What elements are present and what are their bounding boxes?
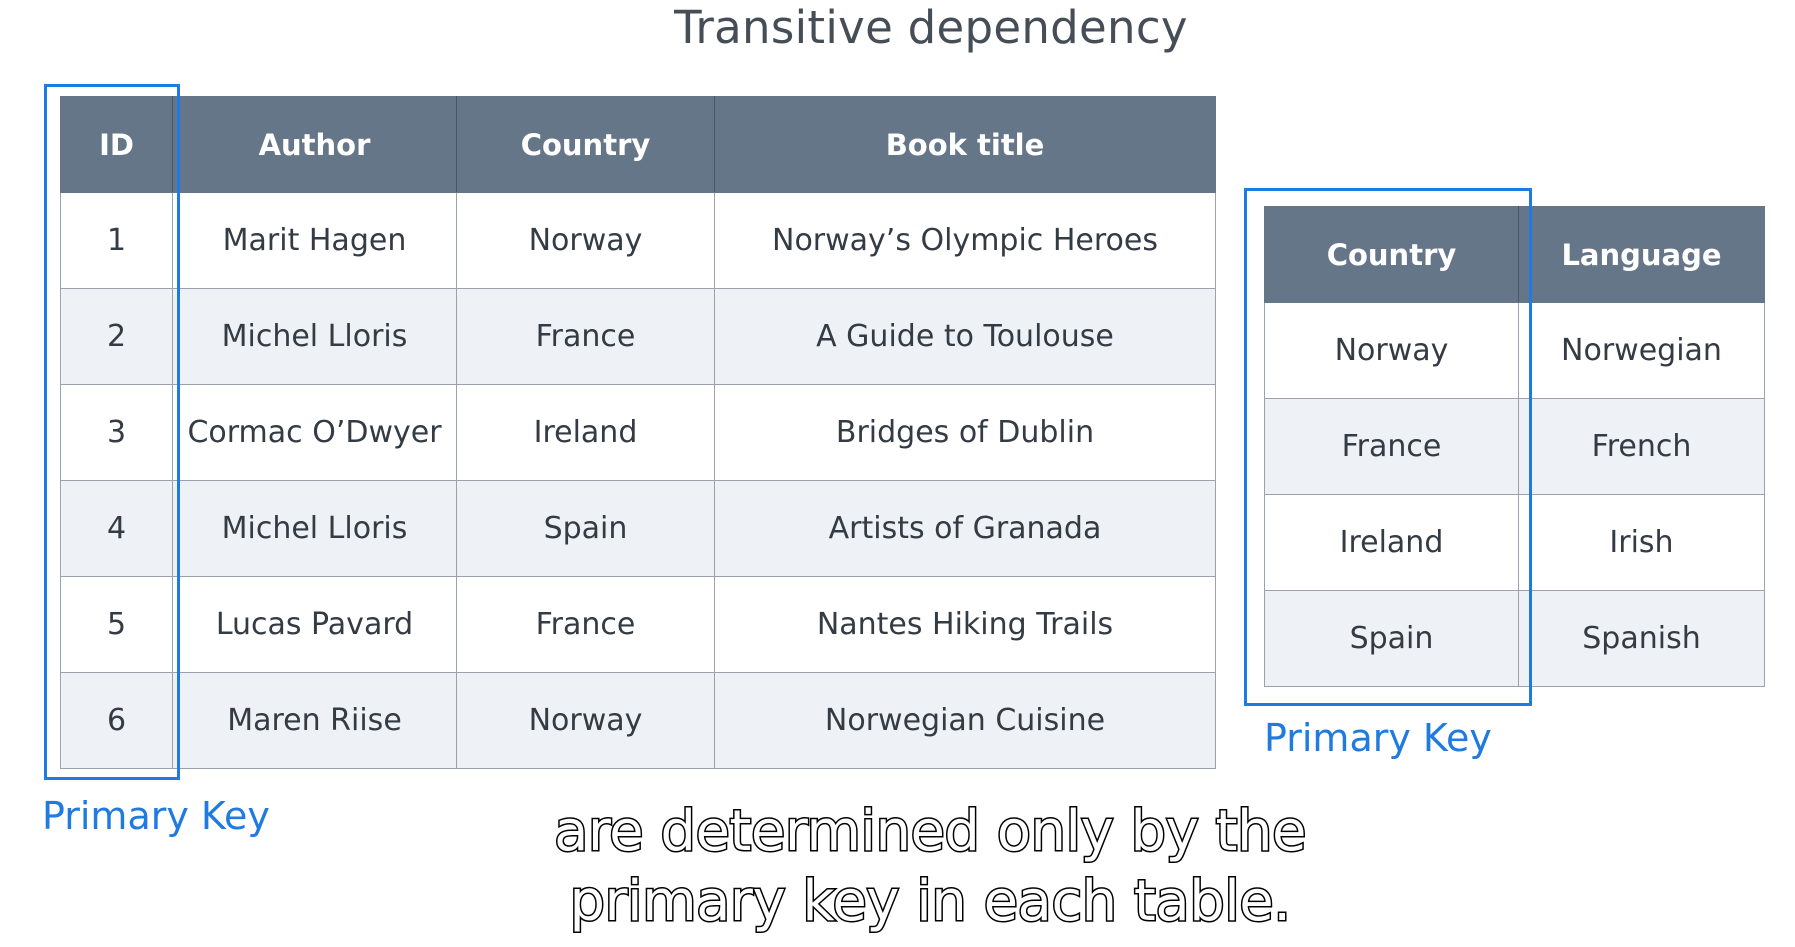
cell-book-title: Norway’s Olympic Heroes: [714, 192, 1216, 289]
table-row: 5 Lucas Pavard France Nantes Hiking Trai…: [60, 576, 1216, 673]
primary-key-label-books: Primary Key: [42, 794, 270, 838]
language-table: Country Language Norway Norwegian France…: [1264, 206, 1765, 687]
cell-country: Spain: [456, 480, 715, 577]
cell-author: Michel Lloris: [172, 288, 457, 385]
cell-language: French: [1518, 398, 1765, 495]
cell-id: 6: [60, 672, 173, 769]
table-row: Ireland Irish: [1264, 494, 1765, 591]
table-row: Spain Spanish: [1264, 590, 1765, 687]
cell-book-title: Nantes Hiking Trails: [714, 576, 1216, 673]
cell-author: Maren Riise: [172, 672, 457, 769]
cell-country: France: [1264, 398, 1519, 495]
column-header-country: Country: [1264, 206, 1519, 303]
cell-id: 3: [60, 384, 173, 481]
cell-language: Irish: [1518, 494, 1765, 591]
books-table: ID Author Country Book title 1 Marit Hag…: [60, 96, 1216, 769]
table-row: France French: [1264, 398, 1765, 495]
cell-country: Ireland: [456, 384, 715, 481]
cell-country: Norway: [456, 672, 715, 769]
cell-book-title: Bridges of Dublin: [714, 384, 1216, 481]
cell-country: Ireland: [1264, 494, 1519, 591]
cell-id: 2: [60, 288, 173, 385]
cell-book-title: A Guide to Toulouse: [714, 288, 1216, 385]
cell-country: Norway: [1264, 302, 1519, 399]
cell-book-title: Norwegian Cuisine: [714, 672, 1216, 769]
subtitle-caption-line-2: primary key in each table.: [568, 868, 1293, 936]
table-row: Norway Norwegian: [1264, 302, 1765, 399]
cell-id: 1: [60, 192, 173, 289]
table-row: 4 Michel Lloris Spain Artists of Granada: [60, 480, 1216, 577]
table-header-row: Country Language: [1264, 206, 1765, 303]
table-row: 3 Cormac O’Dwyer Ireland Bridges of Dubl…: [60, 384, 1216, 481]
slide-title: Transitive dependency: [674, 1, 1188, 54]
cell-book-title: Artists of Granada: [714, 480, 1216, 577]
cell-country: France: [456, 288, 715, 385]
subtitle-caption-line-1: are determined only by the: [553, 798, 1308, 866]
cell-author: Michel Lloris: [172, 480, 457, 577]
cell-author: Marit Hagen: [172, 192, 457, 289]
column-header-author: Author: [172, 96, 457, 193]
cell-author: Cormac O’Dwyer: [172, 384, 457, 481]
column-header-id: ID: [60, 96, 173, 193]
cell-author: Lucas Pavard: [172, 576, 457, 673]
table-row: 6 Maren Riise Norway Norwegian Cuisine: [60, 672, 1216, 769]
cell-country: Spain: [1264, 590, 1519, 687]
cell-id: 4: [60, 480, 173, 577]
cell-country: Norway: [456, 192, 715, 289]
cell-language: Spanish: [1518, 590, 1765, 687]
table-header-row: ID Author Country Book title: [60, 96, 1216, 193]
cell-language: Norwegian: [1518, 302, 1765, 399]
column-header-book-title: Book title: [714, 96, 1216, 193]
column-header-country: Country: [456, 96, 715, 193]
cell-country: France: [456, 576, 715, 673]
column-header-language: Language: [1518, 206, 1765, 303]
primary-key-label-language: Primary Key: [1264, 716, 1492, 760]
cell-id: 5: [60, 576, 173, 673]
table-row: 2 Michel Lloris France A Guide to Toulou…: [60, 288, 1216, 385]
table-row: 1 Marit Hagen Norway Norway’s Olympic He…: [60, 192, 1216, 289]
